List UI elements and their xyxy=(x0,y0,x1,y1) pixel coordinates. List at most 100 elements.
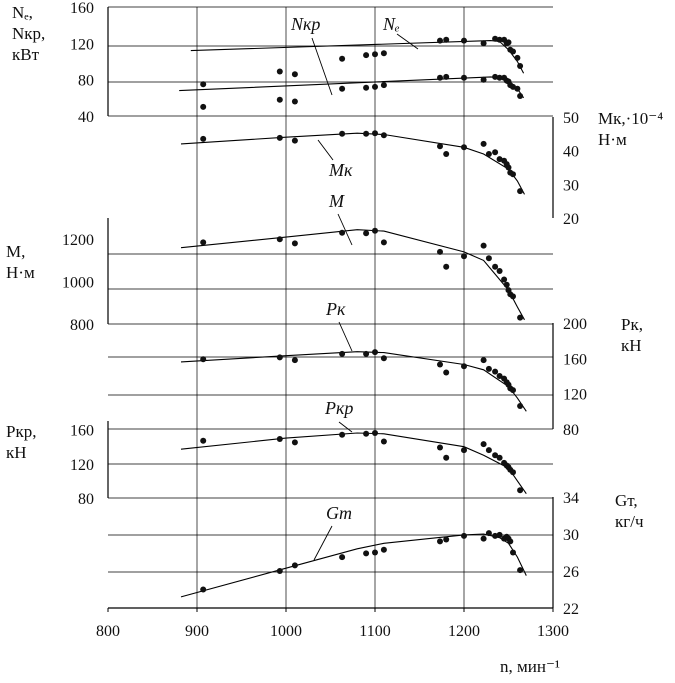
leader-line-Mk xyxy=(317,139,334,161)
data-point-Nkr xyxy=(461,74,467,81)
data-point-Ne xyxy=(437,37,443,44)
x-tick-label: 900 xyxy=(185,623,209,640)
data-point-Pk xyxy=(363,350,370,357)
data-point-Pk xyxy=(492,368,499,375)
data-point-Gt xyxy=(492,532,499,539)
y-tick-label-Mk: 20 xyxy=(563,211,579,228)
data-point-Gt xyxy=(443,536,450,543)
data-point-M xyxy=(372,227,378,234)
data-point-Mk xyxy=(461,144,467,151)
data-point-Mk xyxy=(339,130,346,137)
data-point-Gt xyxy=(380,546,387,553)
data-point-Ne xyxy=(339,55,346,62)
data-point-M xyxy=(437,248,443,255)
data-point-Gt xyxy=(510,549,516,556)
data-point-Gt xyxy=(437,538,443,545)
y-tick-label-N: 80 xyxy=(78,73,94,90)
data-point-Pkr xyxy=(480,441,487,448)
y-tick-label-M: 800 xyxy=(70,317,94,334)
data-point-Nkr xyxy=(443,73,450,80)
y-tick-label-Pk: 80 xyxy=(563,422,579,439)
series-label-M: M xyxy=(328,191,345,211)
curve-Gt xyxy=(180,533,527,598)
grid xyxy=(108,6,553,609)
data-point-Nkr xyxy=(517,93,524,99)
data-point-Pkr xyxy=(372,430,378,436)
y-axis-title-M: M, xyxy=(6,242,25,261)
y-tick-label-N: 40 xyxy=(78,109,94,126)
data-point-M xyxy=(510,293,516,300)
y-axis-title-Mk: Н·м xyxy=(598,130,627,149)
data-point-M xyxy=(517,314,524,321)
data-point-Nkr xyxy=(492,73,499,80)
data-point-Ne xyxy=(517,63,524,69)
data-point-Pkr xyxy=(380,438,387,445)
y-axis-title-Gt: Gт, xyxy=(615,491,638,510)
data-point-Mk xyxy=(363,130,370,137)
data-point-Pk xyxy=(510,387,516,394)
leader-line-Pk xyxy=(338,321,353,352)
data-point-Pk xyxy=(461,363,467,370)
x-tick-label: 800 xyxy=(96,623,120,640)
data-point-Pkr xyxy=(363,430,370,437)
data-point-Pkr xyxy=(496,454,503,461)
data-point-Nkr xyxy=(372,83,378,90)
data-point-M xyxy=(380,239,387,246)
data-point-Pk xyxy=(291,357,298,364)
data-point-Nkr xyxy=(363,84,370,91)
data-point-M xyxy=(461,253,467,260)
y-tick-label-Gt: 26 xyxy=(563,564,579,581)
data-point-Gt xyxy=(485,530,492,537)
data-point-Mk xyxy=(291,137,298,144)
data-point-Pk xyxy=(380,355,387,362)
data-point-Gt xyxy=(461,532,467,539)
x-tick-label: 1200 xyxy=(448,623,480,640)
data-point-Gt xyxy=(496,531,503,538)
data-point-M xyxy=(200,239,207,246)
leader-line-Pkr xyxy=(338,421,353,433)
series-label-Ne: Nₑ xyxy=(382,14,400,34)
data-point-Gt xyxy=(363,550,370,557)
data-point-Pk xyxy=(437,361,443,368)
data-point-Ne xyxy=(510,48,516,55)
data-point-Pkr xyxy=(510,469,516,476)
data-point-Mk xyxy=(276,134,283,141)
data-point-Gt xyxy=(276,568,283,574)
data-point-Nkr xyxy=(437,74,443,81)
data-point-Mk xyxy=(485,151,492,157)
y-tick-label-Mk: 30 xyxy=(563,177,579,194)
data-point-Pkr xyxy=(339,431,346,438)
curve-M xyxy=(180,229,525,321)
data-point-M xyxy=(443,263,450,270)
curve-Nkr xyxy=(179,76,525,99)
leader-line-M xyxy=(337,213,353,246)
data-point-Pkr xyxy=(485,447,492,454)
data-point-Ne xyxy=(480,40,487,47)
data-point-Nkr xyxy=(339,85,346,92)
data-point-Nkr xyxy=(480,76,487,83)
data-point-M xyxy=(363,230,370,237)
data-point-Pkr xyxy=(437,444,443,451)
data-point-Ne xyxy=(443,36,450,43)
data-point-M xyxy=(492,263,499,270)
data-point-Gt xyxy=(200,586,207,593)
data-point-Pk xyxy=(480,357,487,364)
series-label-Mk: Mк xyxy=(328,160,353,180)
data-point-Mk xyxy=(492,149,499,156)
axes xyxy=(107,7,554,612)
data-point-M xyxy=(276,236,283,243)
data-point-Pkr xyxy=(276,436,283,442)
data-points xyxy=(200,35,524,593)
data-point-Mk xyxy=(443,151,450,157)
data-point-Ne xyxy=(372,51,378,58)
y-axis-title-Pk: кН xyxy=(621,336,642,355)
y-axis-title-N: Nкр, xyxy=(12,24,45,43)
y-tick-label-Pk: 120 xyxy=(563,387,587,404)
x-tick-label: 1100 xyxy=(359,623,390,640)
y-tick-label-Mk: 50 xyxy=(563,110,579,127)
y-axis-title-Pkr: кН xyxy=(6,443,27,462)
data-point-Gt xyxy=(339,554,346,561)
series-label-Gt: Gт xyxy=(326,503,352,523)
data-point-Mk xyxy=(517,188,524,195)
data-point-M xyxy=(291,240,298,247)
